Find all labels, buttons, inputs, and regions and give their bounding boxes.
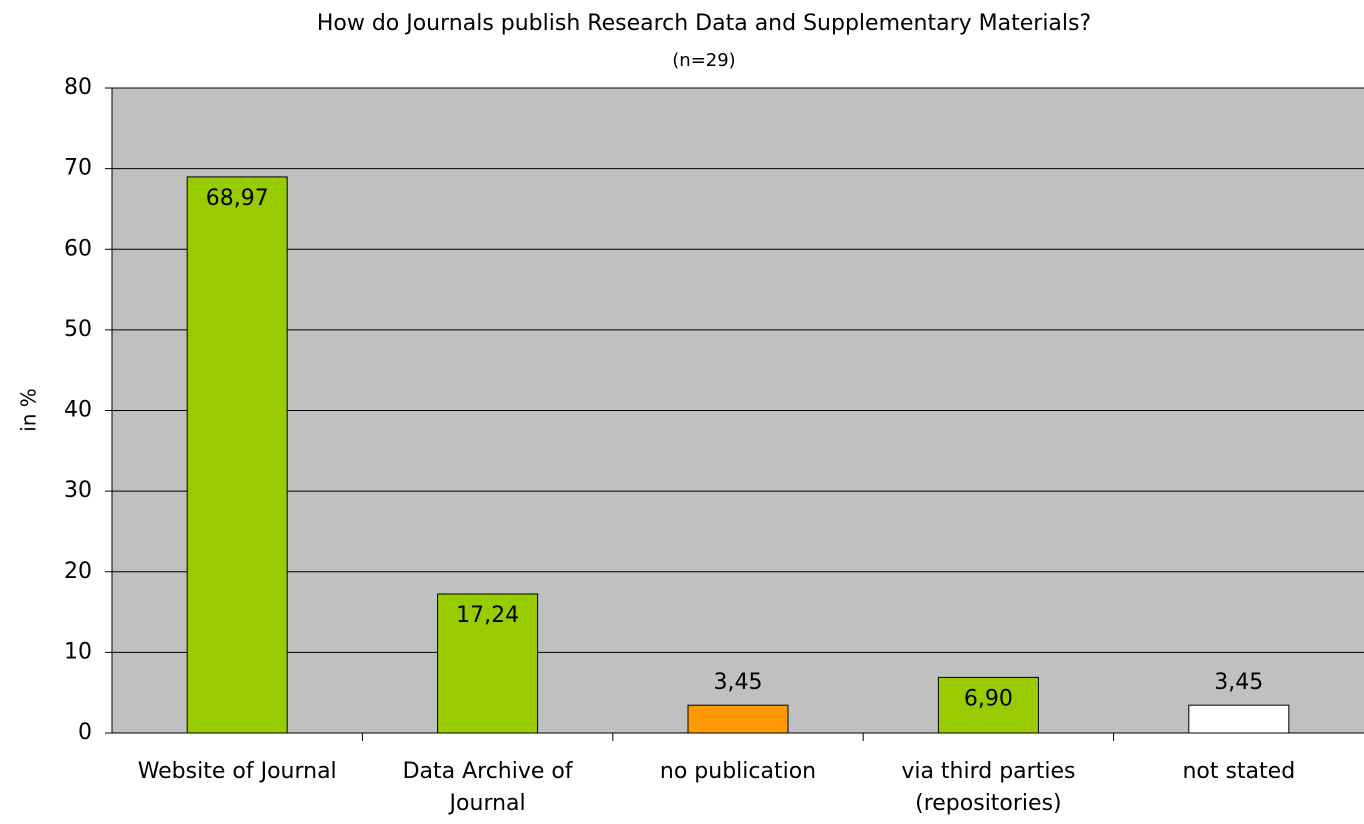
bar xyxy=(186,176,288,734)
data-label: 3,45 xyxy=(1214,670,1263,695)
x-tick-label: not stated xyxy=(1182,759,1296,784)
x-tick-label: Website of Journal xyxy=(137,759,337,784)
y-tick-label: 80 xyxy=(64,75,92,100)
data-label: 6,90 xyxy=(964,686,1013,711)
x-tick-label: Data Archive of Journal xyxy=(402,759,573,816)
bar xyxy=(437,593,539,734)
bar xyxy=(1188,704,1290,734)
y-tick-label: 30 xyxy=(64,478,92,503)
y-axis-label: in % xyxy=(17,388,41,432)
chart-subtitle: (n=29) xyxy=(672,50,735,71)
y-tick-label: 70 xyxy=(64,156,92,181)
y-tick-label: 60 xyxy=(64,236,92,261)
y-tick-label: 20 xyxy=(64,559,92,584)
y-tick-label: 50 xyxy=(64,317,92,342)
bar xyxy=(687,704,789,734)
bar xyxy=(937,676,1039,734)
data-label: 3,45 xyxy=(714,670,763,695)
x-tick-label: no publication xyxy=(659,759,817,784)
x-tick-label: via third parties (repositories) xyxy=(901,759,1076,816)
data-label: 68,97 xyxy=(206,186,269,211)
chart-title: How do Journals publish Research Data an… xyxy=(317,11,1091,36)
y-tick-label: 10 xyxy=(64,639,92,664)
y-tick-label: 0 xyxy=(78,720,92,745)
y-tick-label: 40 xyxy=(64,398,92,423)
data-label: 17,24 xyxy=(456,603,519,628)
